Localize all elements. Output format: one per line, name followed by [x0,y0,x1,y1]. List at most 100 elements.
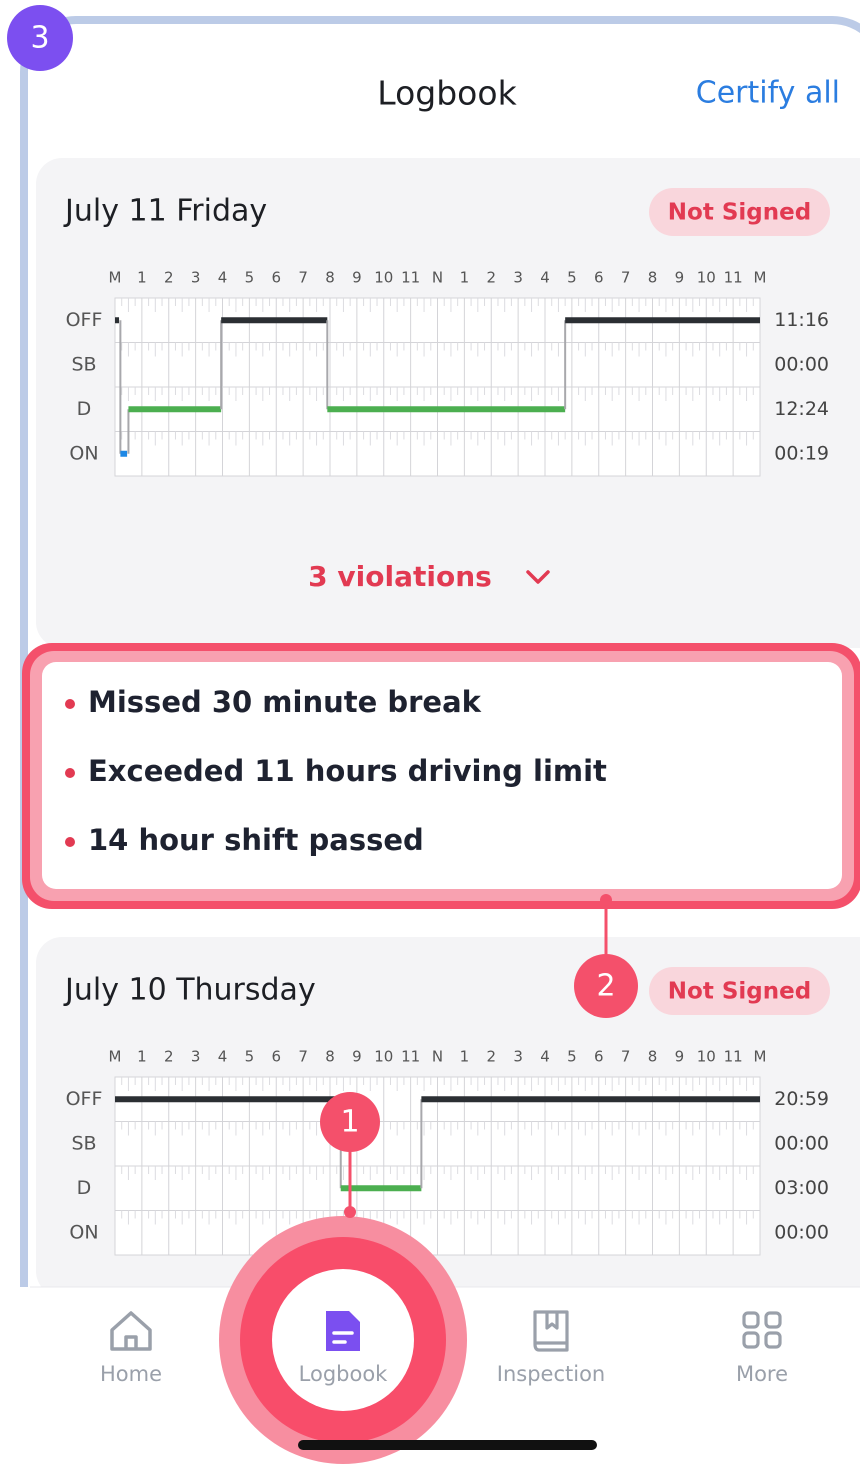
nav-label[interactable]: Logbook [299,1362,389,1386]
hour-label: 7 [298,269,308,287]
more-icon-square [764,1331,782,1349]
status-total: 00:00 [774,1221,829,1243]
hour-label: 8 [648,1048,658,1066]
hour-label: 1 [460,1048,470,1066]
marker [574,954,638,1018]
more-icon-square [742,1331,760,1349]
hour-label: 6 [594,269,604,287]
more-icon-square [764,1311,782,1329]
status-row-label: SB [71,1132,96,1154]
status-row-label: OFF [66,309,103,331]
status-label: Not Signed [668,200,811,226]
hour-label: N [432,1048,443,1066]
marker-dot [344,1206,356,1218]
hour-label: 3 [191,269,201,287]
status-total: 20:59 [774,1088,829,1110]
hour-label: 5 [567,269,577,287]
bullet [65,699,75,709]
status-row-label: D [77,398,92,420]
hour-label: 6 [271,1048,281,1066]
certify-all[interactable]: Certify all [696,76,840,111]
violation-item: 14 hour shift passed [88,823,424,857]
hour-label: 7 [621,1048,631,1066]
status-row-label: D [77,1177,92,1199]
status-total: 12:24 [774,398,829,420]
status-row-label: ON [69,1221,98,1243]
hour-label: M [109,269,122,287]
hour-label: 11 [724,1048,743,1066]
status-pill [649,188,830,236]
hour-label: 2 [164,1048,174,1066]
badge-label: 3 [30,21,49,56]
home-indicator [298,1440,597,1450]
hour-label: 4 [218,269,228,287]
nav-label[interactable]: Home [100,1362,162,1386]
hour-label: M [754,269,767,287]
hour-label: 10 [697,1048,716,1066]
hour-label: 9 [352,1048,362,1066]
marker-dot [600,894,612,906]
hour-label: 7 [621,269,631,287]
hour-label: 9 [675,269,685,287]
hour-label: 11 [724,269,743,287]
violations-list [42,662,842,889]
status-total: 00:00 [774,1132,829,1154]
hour-label: 5 [245,269,255,287]
hour-label: 3 [513,269,523,287]
status-row-label: ON [69,442,98,464]
header-title: Logbook [377,74,517,113]
inspection-icon [533,1310,569,1352]
hour-label: 4 [540,269,550,287]
hour-label: 6 [594,1048,604,1066]
hour-label: 2 [486,1048,496,1066]
hour-label: 2 [486,269,496,287]
hour-label: 4 [540,1048,550,1066]
chevron [526,570,550,584]
hour-label: 11 [401,1048,420,1066]
hour-label: 8 [325,1048,335,1066]
day-date: July 11 Friday [63,194,267,229]
status-row-label: SB [71,353,96,375]
status-total: 03:00 [774,1177,829,1199]
hour-label: 2 [164,269,174,287]
home-icon [110,1311,152,1351]
hour-label: 11 [401,269,420,287]
badge [7,5,73,71]
bullet [65,768,75,778]
hour-label: 7 [298,1048,308,1066]
hour-label: 10 [374,269,393,287]
logbook-icon [326,1311,360,1351]
status-pill [649,967,830,1015]
status-row-label: OFF [66,1088,103,1110]
day-date: July 10 Thursday [63,973,316,1008]
hour-label: 8 [325,269,335,287]
violation-item: Exceeded 11 hours driving limit [88,754,607,788]
violations-toggle[interactable]: 3 violations [308,560,492,593]
marker [320,1092,380,1152]
hour-label: 1 [460,269,470,287]
hour-label: 3 [191,1048,201,1066]
more-icon-square [742,1311,760,1329]
hour-label: 3 [513,1048,523,1066]
hour-label: 9 [675,1048,685,1066]
hour-label: 5 [567,1048,577,1066]
hour-label: 8 [648,269,658,287]
bullet [65,837,75,847]
hour-label: 4 [218,1048,228,1066]
nav-label[interactable]: More [736,1362,788,1386]
hour-label: N [432,269,443,287]
status-total: 00:19 [774,442,829,464]
hour-label: 5 [245,1048,255,1066]
hour-label: 6 [271,269,281,287]
status-label: Not Signed [668,979,811,1005]
violation-item: Missed 30 minute break [88,685,482,719]
hour-label: M [109,1048,122,1066]
hour-label: M [754,1048,767,1066]
hour-label: 10 [374,1048,393,1066]
hour-label: 10 [697,269,716,287]
marker-label: 2 [596,969,615,1004]
nav-label[interactable]: Inspection [497,1362,605,1386]
marker-label: 1 [340,1105,359,1140]
hour-label: 9 [352,269,362,287]
